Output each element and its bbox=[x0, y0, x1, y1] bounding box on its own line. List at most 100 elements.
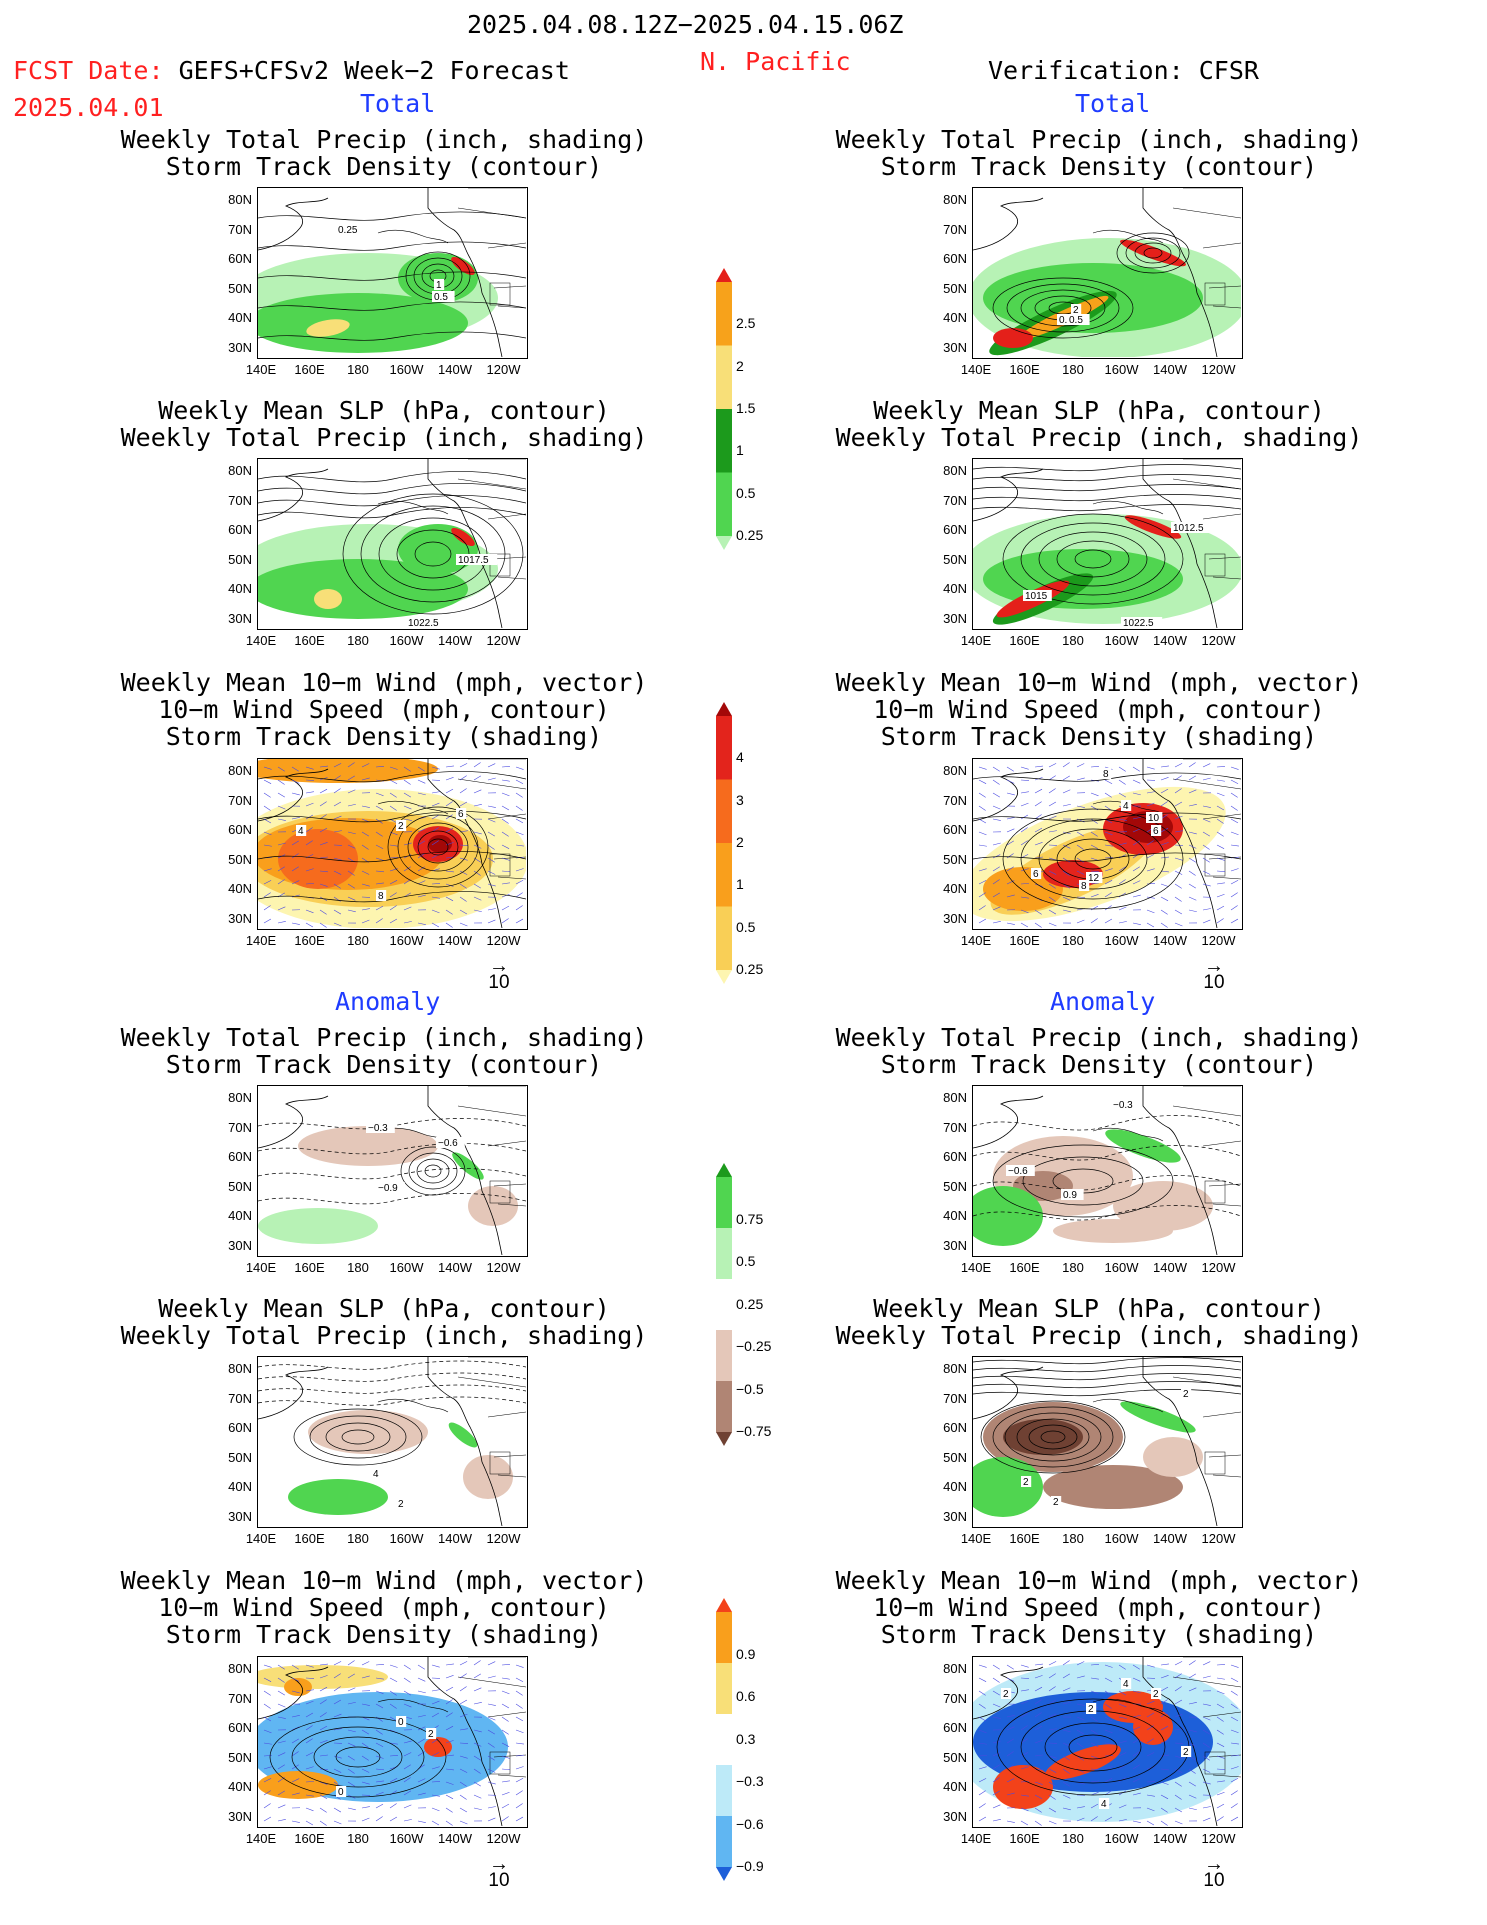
contour-label: 4 bbox=[1101, 1799, 1107, 1810]
wind-vector bbox=[417, 1714, 426, 1718]
wind-vector bbox=[305, 1794, 314, 1797]
wind-vector bbox=[1202, 1675, 1211, 1679]
wind-vector bbox=[1076, 1806, 1085, 1809]
wind-vector bbox=[1174, 830, 1183, 833]
contour-line bbox=[980, 1400, 1126, 1474]
wind-vector bbox=[319, 1794, 328, 1800]
wind-vector bbox=[1230, 868, 1239, 872]
lon-tick-label: 140W bbox=[1153, 633, 1187, 648]
wind-vector bbox=[1132, 853, 1140, 859]
wind-vector bbox=[375, 1803, 384, 1809]
wind-vector bbox=[1118, 921, 1127, 924]
wind-vector bbox=[263, 1778, 272, 1783]
map-total-slp-precip-verification: 1012.5 1015 1022.5 bbox=[972, 458, 1243, 630]
colorbar-label: 0.75 bbox=[736, 1210, 764, 1227]
wind-vector bbox=[375, 1690, 384, 1695]
wind-vector bbox=[1202, 870, 1211, 875]
contour-line bbox=[1074, 549, 1112, 569]
wind-vector bbox=[347, 1742, 356, 1747]
map-anom-slp-precip-verification: 2 2 2 bbox=[972, 1356, 1243, 1528]
wind-vector bbox=[1132, 894, 1141, 898]
wind-vector bbox=[1174, 1661, 1183, 1666]
wind-vector bbox=[1202, 908, 1211, 911]
wind-vector bbox=[1020, 896, 1029, 899]
lon-tick-label: 160E bbox=[1009, 933, 1040, 948]
lat-tick-label: 70N bbox=[228, 221, 252, 237]
wind-vector bbox=[445, 1686, 454, 1692]
wind-vector bbox=[1188, 857, 1196, 863]
wind-vector bbox=[403, 1677, 411, 1683]
wind-vector bbox=[515, 1754, 524, 1757]
contour-label-bg bbox=[1001, 1688, 1012, 1699]
title-total-precip-storm-left: Weekly Total Precip (inch, shading) Storm… bbox=[120, 125, 648, 181]
wind-vector bbox=[1006, 1664, 1014, 1670]
wind-vector bbox=[1076, 777, 1085, 781]
lat-tick-label: 30N bbox=[943, 610, 967, 626]
contour-line bbox=[1002, 513, 1184, 605]
wind-vector bbox=[1090, 894, 1099, 898]
contour-label-bg bbox=[1061, 1189, 1084, 1200]
contour-line bbox=[973, 812, 1241, 822]
wind-vector bbox=[1104, 1729, 1113, 1734]
wind-vector bbox=[1062, 789, 1071, 794]
contour-label: −0.6 bbox=[438, 1138, 458, 1149]
wind-vector bbox=[1216, 1729, 1224, 1735]
contour-line bbox=[258, 211, 526, 221]
wind-vector bbox=[333, 1728, 342, 1731]
contour-label-bg bbox=[1121, 1678, 1132, 1689]
wind-vector bbox=[1188, 896, 1197, 901]
wind-vector bbox=[361, 919, 370, 924]
wind-vector bbox=[375, 1742, 384, 1748]
shaded-region bbox=[973, 1186, 1043, 1246]
wind-vector bbox=[515, 831, 524, 836]
wind-vector bbox=[1202, 805, 1211, 808]
wind-vector bbox=[1048, 788, 1056, 794]
contour-label: −0.9 bbox=[378, 1183, 398, 1194]
wind-vector bbox=[1202, 1768, 1211, 1773]
contour-label-bg bbox=[1067, 314, 1090, 325]
wind-vector bbox=[263, 792, 271, 798]
wind-vector bbox=[501, 1729, 509, 1735]
wind-vector bbox=[487, 805, 496, 808]
wind-vector bbox=[417, 766, 425, 772]
fcst-date: 2025.04.01 bbox=[13, 93, 164, 122]
wind-vector bbox=[305, 909, 314, 914]
wind-vector bbox=[1034, 814, 1042, 820]
shaded-region bbox=[452, 1152, 484, 1180]
wind-vector bbox=[992, 1716, 1001, 1719]
contour-label-bg bbox=[1101, 768, 1112, 779]
colorbar-swatch bbox=[716, 843, 732, 907]
wind-vector bbox=[1062, 1781, 1070, 1787]
wind-vector bbox=[501, 1664, 510, 1666]
colorbar-top-cap bbox=[716, 1163, 732, 1177]
fcst-date-line: FCST Date: GEFS+CFSv2 Week−2 Forecast bbox=[13, 56, 570, 85]
lat-tick-label: 40N bbox=[228, 1779, 252, 1794]
contour-label-bg bbox=[1121, 617, 1163, 628]
wind-vector bbox=[347, 896, 356, 901]
wind-vector bbox=[1062, 870, 1070, 876]
wind-vector bbox=[992, 792, 1001, 798]
wind-vector bbox=[1146, 868, 1155, 872]
wind-vector bbox=[515, 868, 524, 872]
wind-vector bbox=[333, 830, 342, 833]
contour-line bbox=[1020, 289, 1106, 327]
wind-vector bbox=[403, 818, 412, 821]
wind-vector bbox=[1104, 1742, 1113, 1745]
wind-vector bbox=[291, 1792, 300, 1796]
border-line bbox=[1204, 282, 1226, 306]
wind-vector bbox=[277, 792, 286, 798]
map-total-precip-storm-forecast: 0.25 1 0.5 bbox=[257, 187, 528, 359]
wind-vector bbox=[978, 805, 986, 811]
lat-tick-label: 40N bbox=[228, 881, 252, 896]
contour-line bbox=[1038, 531, 1148, 587]
wind-vector bbox=[263, 1690, 271, 1696]
wind-vector bbox=[1006, 1738, 1014, 1744]
wind-vector bbox=[1118, 879, 1126, 885]
wind-vector bbox=[319, 1699, 327, 1705]
wind-vector bbox=[1048, 815, 1057, 820]
contour-label-bg bbox=[1181, 1388, 1192, 1399]
wind-vector bbox=[1188, 1742, 1197, 1747]
contour-line bbox=[408, 1152, 458, 1190]
shaded-region bbox=[288, 1479, 388, 1515]
contour-label: 2 bbox=[1088, 1704, 1094, 1715]
